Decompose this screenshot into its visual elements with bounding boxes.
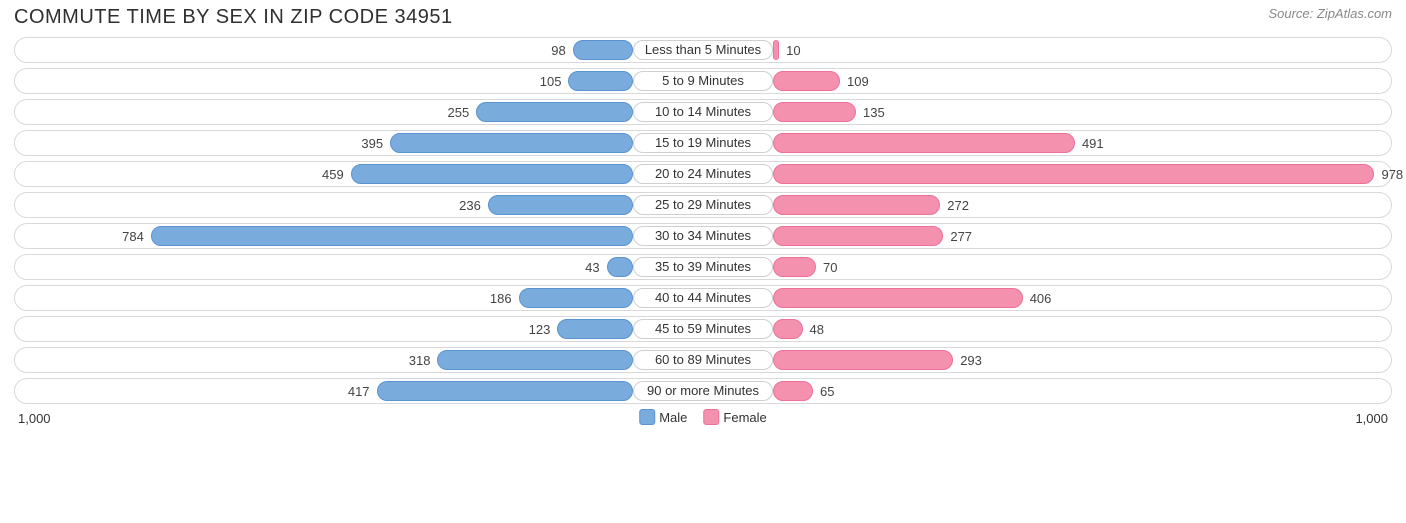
value-male: 123 [529,317,551,343]
category-label: 35 to 39 Minutes [633,257,773,277]
bar-male [390,133,633,153]
chart-row: 60 to 89 Minutes 318 293 [14,347,1392,373]
value-male: 395 [361,131,383,157]
bar-female [773,71,840,91]
swatch-female [703,409,719,425]
category-label: 5 to 9 Minutes [633,71,773,91]
value-female: 109 [847,69,869,95]
value-female: 978 [1381,162,1403,188]
category-label: Less than 5 Minutes [633,40,773,60]
chart-area: Less than 5 Minutes 98 10 5 to 9 Minutes 105… [0,37,1406,404]
bar-female [773,195,940,215]
value-male: 43 [585,255,599,281]
legend-male: Male [639,409,687,425]
value-female: 70 [823,255,837,281]
legend-female: Female [703,409,766,425]
value-female: 272 [947,193,969,219]
source-attribution: Source: ZipAtlas.com [1268,6,1392,21]
bar-male [488,195,633,215]
bar-male [557,319,633,339]
category-label: 15 to 19 Minutes [633,133,773,153]
bar-female [773,133,1075,153]
chart-row: 25 to 29 Minutes 236 272 [14,192,1392,218]
category-label: 25 to 29 Minutes [633,195,773,215]
bar-female [773,319,803,339]
chart-row: 90 or more Minutes 417 65 [14,378,1392,404]
value-male: 236 [459,193,481,219]
category-label: 60 to 89 Minutes [633,350,773,370]
value-female: 277 [950,224,972,250]
chart-row: 40 to 44 Minutes 186 406 [14,285,1392,311]
value-female: 48 [810,317,824,343]
chart-row: 30 to 34 Minutes 784 277 [14,223,1392,249]
chart-title: COMMUTE TIME BY SEX IN ZIP CODE 34951 [14,6,453,29]
value-male: 105 [540,69,562,95]
bar-male [351,164,633,184]
axis-label-left: 1,000 [18,411,51,426]
value-female: 406 [1030,286,1052,312]
bar-male [607,257,633,277]
value-male: 255 [447,100,469,126]
swatch-male [639,409,655,425]
value-female: 10 [786,38,800,64]
chart-row: 35 to 39 Minutes 43 70 [14,254,1392,280]
legend-female-label: Female [723,410,766,425]
bar-female [773,350,953,370]
value-male: 98 [551,38,565,64]
category-label: 90 or more Minutes [633,381,773,401]
chart-row: Less than 5 Minutes 98 10 [14,37,1392,63]
bar-male [519,288,633,308]
value-male: 459 [322,162,344,188]
value-female: 491 [1082,131,1104,157]
value-male: 784 [122,224,144,250]
category-label: 40 to 44 Minutes [633,288,773,308]
value-male: 186 [490,286,512,312]
bar-female [773,226,943,246]
category-label: 10 to 14 Minutes [633,102,773,122]
bar-male [377,381,633,401]
category-label: 30 to 34 Minutes [633,226,773,246]
chart-row: 45 to 59 Minutes 123 48 [14,316,1392,342]
bar-male [573,40,633,60]
axis-label-right: 1,000 [1355,411,1388,426]
bar-male [476,102,633,122]
legend: Male Female [639,409,767,425]
value-male: 318 [409,348,431,374]
bar-female [773,102,856,122]
value-female: 65 [820,379,834,405]
category-label: 45 to 59 Minutes [633,319,773,339]
bar-male [437,350,633,370]
value-female: 135 [863,100,885,126]
chart-row: 15 to 19 Minutes 395 491 [14,130,1392,156]
value-female: 293 [960,348,982,374]
category-label: 20 to 24 Minutes [633,164,773,184]
chart-row: 10 to 14 Minutes 255 135 [14,99,1392,125]
bar-male [568,71,633,91]
bar-female [773,288,1023,308]
bar-female [773,164,1374,184]
bar-female [773,381,813,401]
bar-female [773,257,816,277]
chart-row: 5 to 9 Minutes 105 109 [14,68,1392,94]
bar-male [151,226,633,246]
legend-male-label: Male [659,410,687,425]
chart-row: 20 to 24 Minutes459978 [14,161,1392,187]
value-male: 417 [348,379,370,405]
bar-female [773,40,779,60]
